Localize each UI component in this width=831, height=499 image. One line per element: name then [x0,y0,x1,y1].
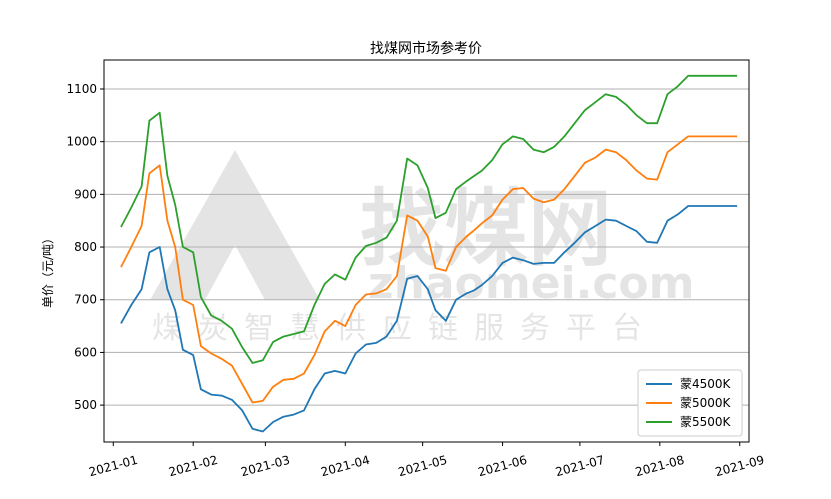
series-line-2 [120,135,738,404]
legend-label: 蒙5000K [680,396,732,410]
y-tick-label: 500 [74,398,97,412]
watermark-brand: 找煤网 [360,180,612,278]
watermark: 找煤网 zhaomei.com 煤炭智慧供应链服务平台 [150,150,695,346]
y-tick-label: 900 [74,187,97,201]
y-tick-label: 1000 [66,135,97,149]
x-tick-label: 2021-04 [319,453,371,480]
watermark-logo-icon [150,150,320,300]
x-tick-label: 2021-02 [167,453,219,480]
x-tick-label: 2021-03 [239,453,291,480]
legend-box [637,369,743,437]
legend-label: 蒙4500K [680,377,732,391]
x-axis-ticks: 2021-01 2021-02 2021-03 2021-04 2021-05 2021-… [87,442,766,480]
x-tick-label: 2021-08 [634,453,686,480]
legend: 蒙4500K 蒙5000K 蒙5500K [637,369,743,437]
watermark-url: zhaomei.com [368,258,695,309]
x-tick-label: 2021-05 [397,453,449,480]
y-axis-ticks: 500 600 700 800 900 1000 1100 [66,82,104,412]
y-tick-label: 600 [74,345,97,359]
x-tick-label: 2021-09 [714,453,766,480]
series-line-3 [120,74,738,364]
y-tick-label: 1100 [66,82,97,96]
watermark-slogan: 煤炭智慧供应链服务平台 [152,311,658,346]
plot-frame [103,59,750,443]
x-tick-label: 2021-07 [554,453,606,480]
x-tick-label: 2021-01 [87,453,139,480]
series-line-1 [120,205,738,433]
y-tick-label: 800 [74,240,97,254]
series-lines [120,74,738,433]
x-tick-label: 2021-06 [477,453,529,480]
y-tick-label: 700 [74,293,97,307]
grid-lines [104,88,749,406]
legend-label: 蒙5500K [680,415,732,429]
chart-title: 找煤网市场参考价 [370,40,482,57]
y-axis-label: 单价（元/吨） [41,232,55,308]
